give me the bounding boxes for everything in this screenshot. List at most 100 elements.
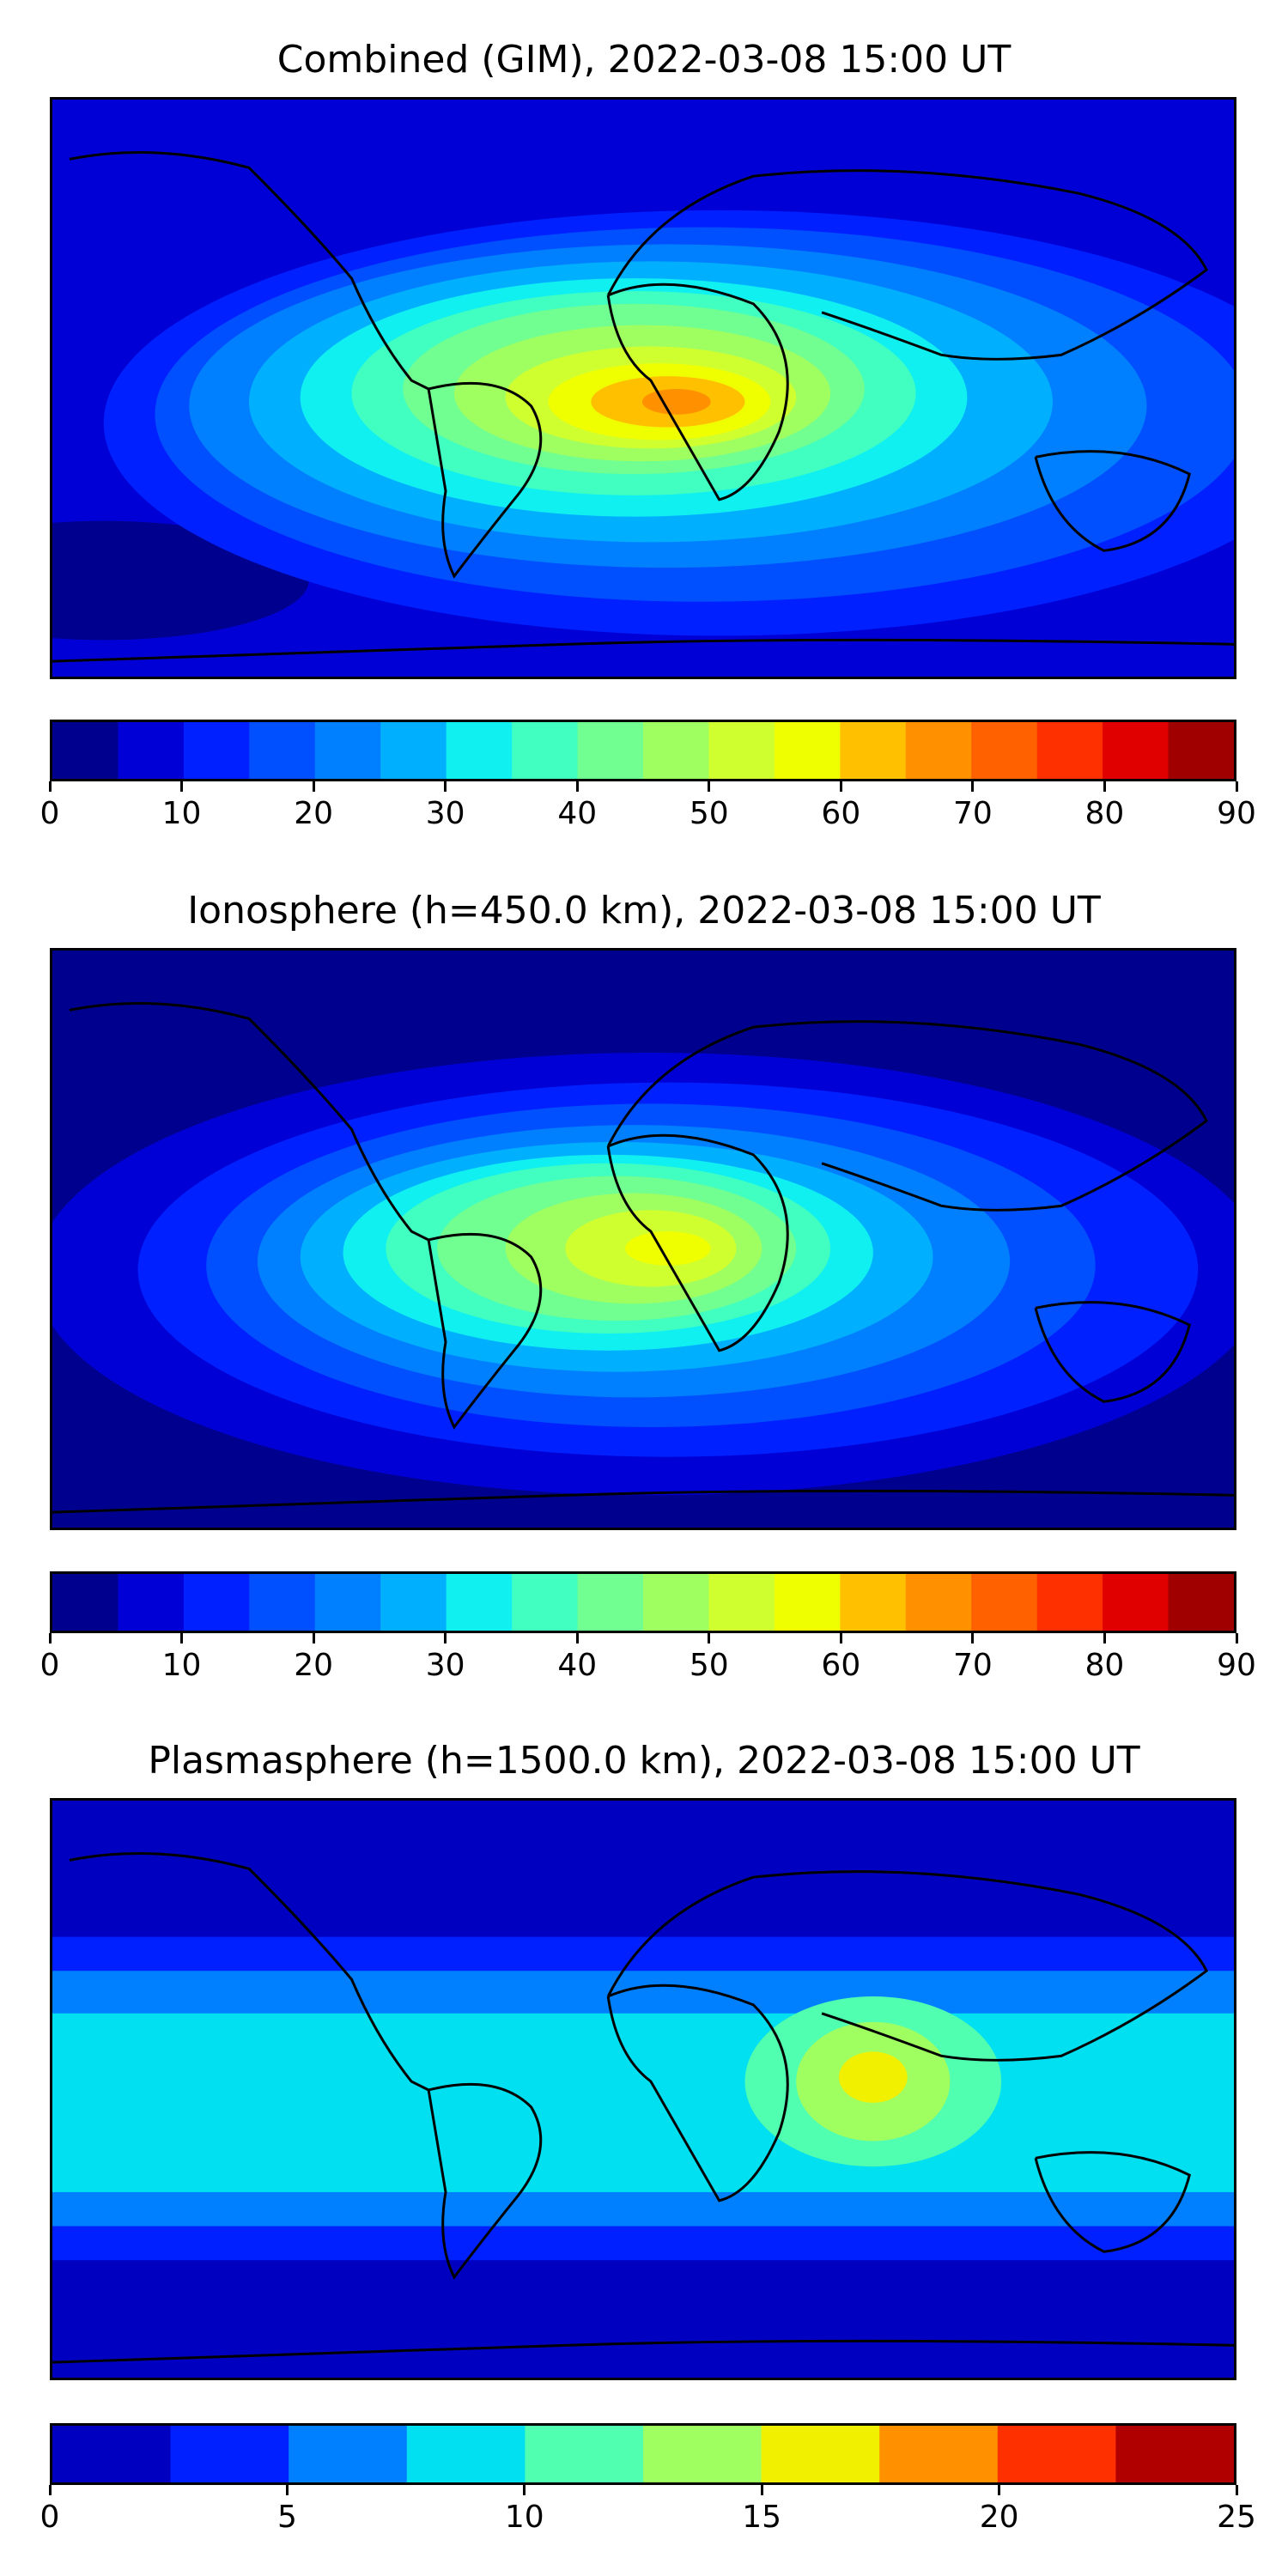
- colorbar-swatch: [170, 2426, 289, 2482]
- colorbar-swatch: [249, 722, 316, 779]
- australia-coast: [1034, 2151, 1191, 2253]
- colorbar-tick-label: 10: [161, 796, 202, 831]
- colorbar-tick-mark: [180, 1633, 184, 1643]
- map-combined: [50, 97, 1236, 679]
- colorbar-swatch: [577, 1574, 644, 1631]
- eurasia-coast: [606, 1870, 1209, 2062]
- colorbar-swatch: [1168, 1574, 1234, 1631]
- colorbar-tick-mark: [312, 781, 315, 792]
- colorbar-swatch: [52, 722, 119, 779]
- colorbar-tick-mark: [523, 2485, 526, 2495]
- coastlines: [52, 1851, 1234, 2364]
- colorbar-swatch: [1103, 722, 1170, 779]
- colorbar-tick-mark: [444, 781, 447, 792]
- colorbar-tick-label: 30: [425, 1648, 465, 1683]
- colorbar-swatch: [708, 1574, 775, 1631]
- africa-coast: [606, 1984, 789, 2202]
- map-plasmasphere-plot: [52, 1801, 1234, 2378]
- colorbar-tick-label: 70: [952, 796, 993, 831]
- colorbar-tick-mark: [708, 781, 711, 792]
- colorbar-plasmasphere: [50, 2423, 1236, 2485]
- colorbar-swatch: [118, 722, 185, 779]
- colorbar-plasmasphere-swatches: [52, 2426, 1234, 2482]
- colorbar-swatch: [183, 1574, 250, 1631]
- map-combined-plot: [52, 100, 1234, 677]
- colorbar-swatch: [380, 1574, 447, 1631]
- colorbar-tick-mark: [1235, 781, 1238, 792]
- colorbar-swatch: [1036, 1574, 1103, 1631]
- colorbar-tick-mark: [1103, 1633, 1106, 1643]
- colorbar-swatch: [314, 722, 381, 779]
- colorbar-tick-mark: [285, 2485, 289, 2495]
- colorbar-swatch: [512, 1574, 579, 1631]
- colorbar-tick-label: 40: [557, 1648, 598, 1683]
- eurasia-coast: [606, 169, 1209, 361]
- antarctica-coast: [52, 1489, 1234, 1514]
- contour-55: [625, 1231, 711, 1266]
- chart-title-ionosphere: Ionosphere (h=450.0 km), 2022-03-08 15:0…: [187, 889, 1101, 933]
- colorbar-swatch: [289, 2426, 408, 2482]
- colorbar-plasmasphere-ticks: 0 5 10 15 20 25: [40, 2485, 1256, 2537]
- colorbar-tick-label: 20: [294, 796, 334, 831]
- south-america-coast: [427, 381, 543, 579]
- colorbar-tick-label: 60: [821, 796, 861, 831]
- africa-coast: [606, 283, 789, 501]
- colorbar-tick-mark: [1235, 1633, 1238, 1643]
- colorbar-swatch: [905, 722, 972, 779]
- africa-coast: [606, 1133, 789, 1352]
- colorbar-tick-mark: [312, 1633, 315, 1643]
- south-america-coast: [427, 2082, 543, 2280]
- colorbar-tick-mark: [180, 781, 184, 792]
- south-america-coast: [427, 1232, 543, 1430]
- contours: [52, 1053, 1234, 1496]
- colorbar-tick-label: 90: [1217, 1648, 1256, 1683]
- colorbar-swatch: [1168, 722, 1234, 779]
- colorbar-tick-label: 0: [39, 796, 60, 831]
- colorbar-tick-mark: [444, 1633, 447, 1643]
- colorbar-combined: [50, 720, 1236, 781]
- colorbar-tick-label: 15: [742, 2500, 782, 2535]
- colorbar-tick-mark: [575, 1633, 579, 1643]
- colorbar-tick-label: 70: [952, 1648, 993, 1683]
- colorbar-tick-label: 5: [276, 2500, 297, 2535]
- colorbar-tick-label: 10: [161, 1648, 202, 1683]
- colorbar-combined-ticks: 0 10 20 30 40 50 60 70 80 90: [40, 781, 1256, 833]
- colorbar-tick-label: 20: [294, 1648, 334, 1683]
- map-plasmasphere: [50, 1798, 1236, 2380]
- colorbar-swatch: [577, 722, 644, 779]
- colorbar-tick-label: 10: [504, 2500, 544, 2535]
- colorbar-tick-label: 20: [979, 2500, 1019, 2535]
- colorbar-swatch: [905, 1574, 972, 1631]
- colorbar-swatch: [1036, 722, 1103, 779]
- north-america-coast: [69, 1851, 429, 2092]
- colorbar-tick-mark: [708, 1633, 711, 1643]
- colorbar-swatch: [971, 722, 1038, 779]
- colorbar-swatch: [1103, 1574, 1170, 1631]
- colorbar-tick-label: 25: [1217, 2500, 1256, 2535]
- colorbar-swatch: [118, 1574, 185, 1631]
- colorbar-swatch: [512, 722, 579, 779]
- colorbar-swatch: [643, 722, 710, 779]
- colorbar-swatch: [525, 2426, 644, 2482]
- colorbar-tick-mark: [760, 2485, 763, 2495]
- coastlines: [52, 1001, 1234, 1514]
- colorbar-tick-mark: [1103, 781, 1106, 792]
- chart-title-plasmasphere: Plasmasphere (h=1500.0 km), 2022-03-08 1…: [148, 1739, 1140, 1783]
- australia-coast: [1034, 450, 1191, 552]
- map-ionosphere-plot: [52, 951, 1234, 1528]
- colorbar-combined-swatches: [52, 722, 1234, 779]
- colorbar-tick-label: 0: [39, 1648, 60, 1683]
- colorbar-tick-mark: [48, 1633, 52, 1643]
- colorbar-swatch: [708, 722, 775, 779]
- colorbar-swatch: [997, 2426, 1116, 2482]
- colorbar-tick-mark: [48, 2485, 52, 2495]
- colorbar-swatch: [446, 1574, 513, 1631]
- colorbar-tick-mark: [48, 781, 52, 792]
- colorbar-swatch: [774, 722, 841, 779]
- colorbar-swatch: [52, 2426, 172, 2482]
- colorbar-swatch: [761, 2426, 880, 2482]
- contour-7-5: [52, 2013, 1234, 2192]
- colorbar-tick-mark: [575, 781, 579, 792]
- colorbar-tick-mark: [971, 781, 975, 792]
- colorbar-tick-mark: [839, 1633, 842, 1643]
